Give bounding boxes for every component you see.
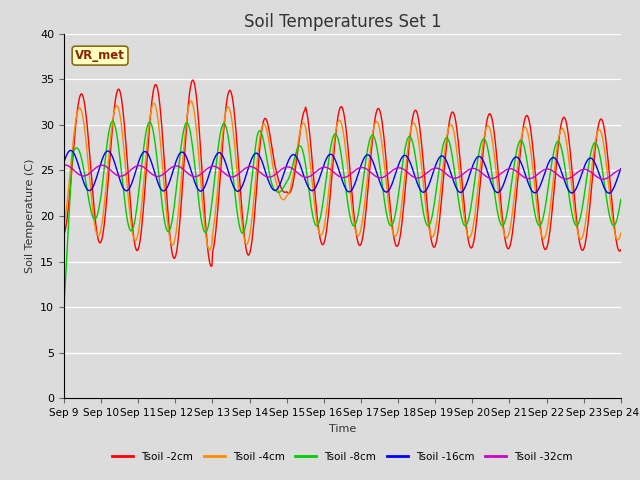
X-axis label: Time: Time bbox=[329, 424, 356, 433]
Text: VR_met: VR_met bbox=[75, 49, 125, 62]
Y-axis label: Soil Temperature (C): Soil Temperature (C) bbox=[24, 159, 35, 273]
Title: Soil Temperatures Set 1: Soil Temperatures Set 1 bbox=[244, 12, 441, 31]
Legend: Tsoil -2cm, Tsoil -4cm, Tsoil -8cm, Tsoil -16cm, Tsoil -32cm: Tsoil -2cm, Tsoil -4cm, Tsoil -8cm, Tsoi… bbox=[108, 448, 577, 466]
